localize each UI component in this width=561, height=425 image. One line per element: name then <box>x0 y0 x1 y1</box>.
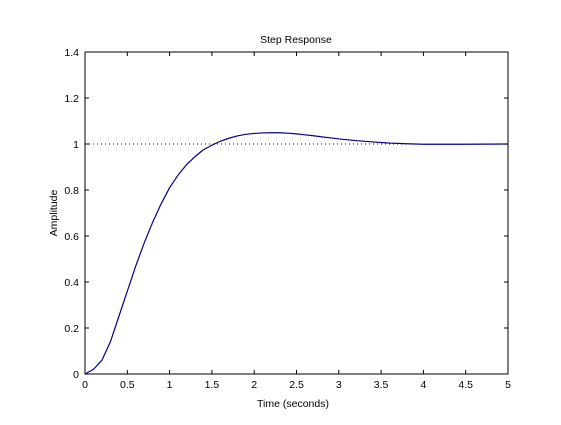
y-tick-label: 0.6 <box>64 231 79 243</box>
step-response-series-line <box>84 132 509 375</box>
x-axis-ticks: 0 0.5 1 1.5 2 2.5 3 3.5 4 4.5 5 <box>82 52 511 391</box>
y-axis-ticks: 0 0.2 0.4 0.6 0.8 1 1.2 1.4 <box>64 47 508 381</box>
x-tick-label: 0 <box>82 379 88 391</box>
y-tick-label: 0.8 <box>64 185 79 197</box>
y-tick-label: 1.2 <box>64 93 79 105</box>
x-tick-label: 0.5 <box>120 379 135 391</box>
x-tick-label: 1 <box>167 379 173 391</box>
plot-area <box>85 52 508 374</box>
x-tick-label: 2.5 <box>289 379 304 391</box>
x-tick-label: 3.5 <box>374 379 389 391</box>
y-axis-label: Amplitude <box>48 190 60 237</box>
chart-title: Step Response <box>260 34 332 46</box>
y-tick-label: 0 <box>73 369 79 381</box>
y-tick-label: 0.4 <box>64 277 79 289</box>
y-tick-label: 1.4 <box>64 47 79 59</box>
x-axis-label: Time (seconds) <box>257 398 329 410</box>
y-tick-label: 0.2 <box>64 323 79 335</box>
y-tick-label: 1 <box>73 139 79 151</box>
x-tick-label: 3 <box>336 379 342 391</box>
x-tick-label: 4.5 <box>458 379 473 391</box>
series-group <box>84 132 509 375</box>
x-tick-label: 5 <box>505 379 511 391</box>
x-tick-label: 4 <box>420 379 426 391</box>
x-tick-label: 1.5 <box>205 379 220 391</box>
x-tick-label: 2 <box>251 379 257 391</box>
